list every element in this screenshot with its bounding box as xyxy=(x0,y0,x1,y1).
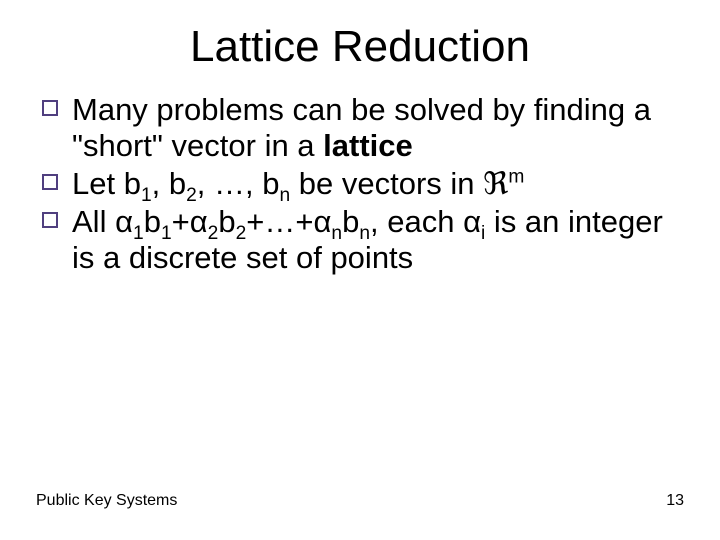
footer-topic: Public Key Systems xyxy=(36,492,177,510)
bullet-text: Many problems can be solved by finding a… xyxy=(72,92,651,163)
bullet-item: Many problems can be solved by finding a… xyxy=(42,92,678,164)
square-bullet-icon xyxy=(42,212,58,228)
bullet-text: Let b1, b2, …, bn be vectors in ℜm xyxy=(72,166,524,201)
square-bullet-icon xyxy=(42,100,58,116)
slide-title: Lattice Reduction xyxy=(36,22,684,72)
bullet-text: All α1b1+α2b2+…+αnbn, each αi is an inte… xyxy=(72,204,663,275)
slide: Lattice Reduction Many problems can be s… xyxy=(0,0,720,540)
bullet-list: Many problems can be solved by finding a… xyxy=(36,92,684,276)
bullet-item: All α1b1+α2b2+…+αnbn, each αi is an inte… xyxy=(42,204,678,276)
square-bullet-icon xyxy=(42,174,58,190)
bullet-item: Let b1, b2, …, bn be vectors in ℜm xyxy=(42,166,678,202)
page-number: 13 xyxy=(666,492,684,510)
